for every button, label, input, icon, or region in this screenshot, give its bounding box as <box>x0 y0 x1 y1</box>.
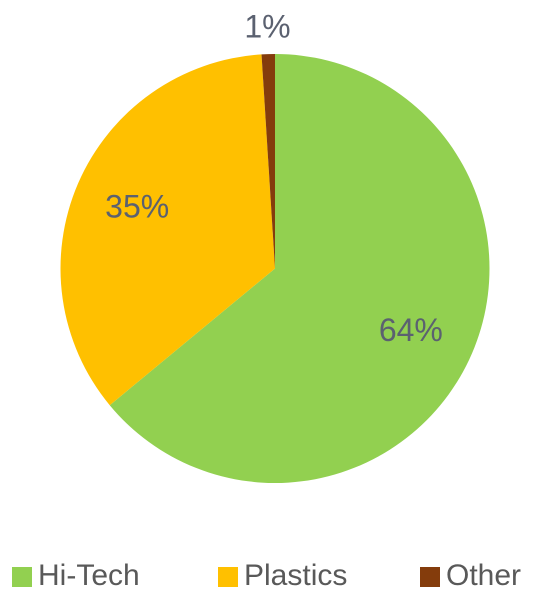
legend-label: Plastics <box>244 559 347 592</box>
legend-swatch <box>420 567 440 587</box>
data-label: 35% <box>105 188 169 224</box>
legend-swatch <box>12 567 32 587</box>
pie-slice <box>261 54 275 269</box>
legend-label: Hi-Tech <box>38 559 140 592</box>
pie-slice <box>60 54 276 406</box>
data-label: 1% <box>244 9 290 45</box>
data-label: 64% <box>379 312 443 348</box>
legend-swatch <box>218 567 238 587</box>
pie-slice <box>109 54 490 484</box>
legend-label: Other <box>446 559 521 592</box>
